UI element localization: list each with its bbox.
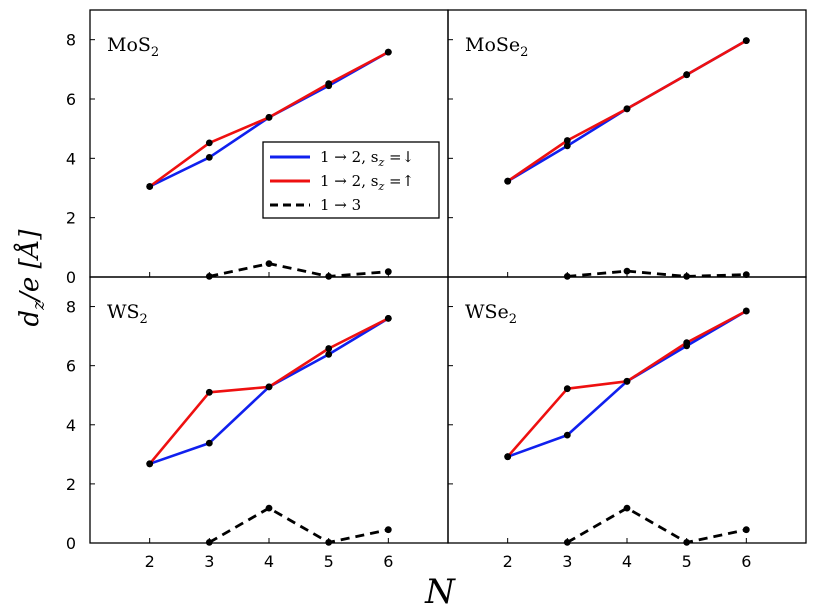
data-point (325, 351, 333, 358)
data-point (563, 539, 571, 546)
y-tick-label: 2 (66, 475, 76, 494)
y-tick-label: 4 (66, 149, 76, 168)
series-line-3 (566, 506, 747, 544)
panel-title: WSe2 (465, 301, 517, 327)
y-tick-label: 8 (66, 31, 76, 50)
series-line-3 (209, 262, 389, 278)
data-point (683, 539, 691, 546)
panel-4: 2 3 4 5 6 WSe2 (447, 276, 807, 571)
data-point (504, 177, 512, 185)
data-point (146, 460, 154, 468)
data-point (325, 539, 333, 546)
panel-title: MoSe2 (465, 34, 528, 60)
x-tick-label: 3 (562, 552, 572, 571)
y-tick-label: 6 (66, 357, 76, 376)
data-point (742, 526, 750, 534)
data-point (384, 48, 392, 56)
panels-group: 0 2 4 6 8 MoS2 MoSe2 0 2 4 6 8 2 3 4 5 6 WS2 2 3 4 5 6 WSe2 (66, 9, 807, 571)
legend-label-2: 1 → 2, sz =↑ (320, 172, 414, 193)
data-point (146, 183, 154, 190)
y-tick-label: 0 (66, 268, 76, 287)
panel-1: 0 2 4 6 8 MoS2 (66, 9, 449, 287)
x-tick-label: 6 (383, 552, 393, 571)
legend-label-1: 1 → 2, sz =↓ (320, 148, 414, 169)
y-axis-label: dz/e [Å] (13, 229, 49, 327)
data-point (205, 154, 213, 161)
data-point (325, 80, 333, 87)
data-point (623, 377, 631, 385)
data-point (265, 114, 273, 121)
panel-3: 0 2 4 6 8 2 3 4 5 6 WS2 (66, 276, 449, 571)
data-point (325, 345, 333, 352)
data-point (205, 388, 213, 396)
data-point (384, 315, 392, 322)
legend-label-3: 1 → 3 (320, 196, 361, 214)
data-point (623, 267, 631, 275)
y-tick-label: 0 (66, 534, 76, 553)
data-point (205, 139, 213, 147)
data-point (504, 453, 512, 461)
data-point (742, 307, 750, 315)
series-line-1 (149, 317, 389, 466)
data-point (265, 504, 273, 512)
data-point (205, 539, 213, 546)
panel-title: WS2 (107, 301, 148, 327)
x-tick-label: 5 (682, 552, 692, 571)
y-tick-label: 4 (66, 416, 76, 435)
data-point (683, 71, 691, 79)
legend: 1 → 2, sz =↓ 1 → 2, sz =↑ 1 → 3 (262, 141, 440, 219)
data-point (563, 431, 571, 439)
x-tick-label: 3 (204, 552, 214, 571)
data-point (742, 37, 750, 44)
data-point (563, 137, 571, 144)
x-tick-label: 6 (741, 552, 751, 571)
x-axis-label: N (424, 572, 456, 612)
panel-title: MoS2 (107, 34, 159, 60)
data-point (683, 339, 691, 346)
x-tick-label: 5 (324, 552, 334, 571)
y-tick-label: 6 (66, 90, 76, 109)
y-tick-label: 8 (66, 298, 76, 317)
series-line-3 (567, 269, 747, 278)
data-point (563, 385, 571, 393)
data-point (563, 142, 571, 150)
data-point (742, 271, 750, 278)
panel-2: MoSe2 (447, 9, 807, 280)
data-point (205, 439, 213, 447)
y-tick-label: 2 (66, 209, 76, 228)
series-line-3 (208, 506, 389, 544)
y-axis-label-text: dz/e [Å] (13, 229, 49, 327)
data-point (623, 105, 631, 113)
data-point (623, 504, 631, 512)
data-point (265, 383, 273, 391)
x-tick-label: 4 (622, 552, 632, 571)
data-point (265, 260, 273, 267)
data-point (384, 526, 392, 534)
x-tick-label: 2 (145, 552, 155, 571)
x-tick-label: 4 (264, 552, 274, 571)
data-point (384, 268, 392, 276)
x-tick-label: 2 (503, 552, 513, 571)
